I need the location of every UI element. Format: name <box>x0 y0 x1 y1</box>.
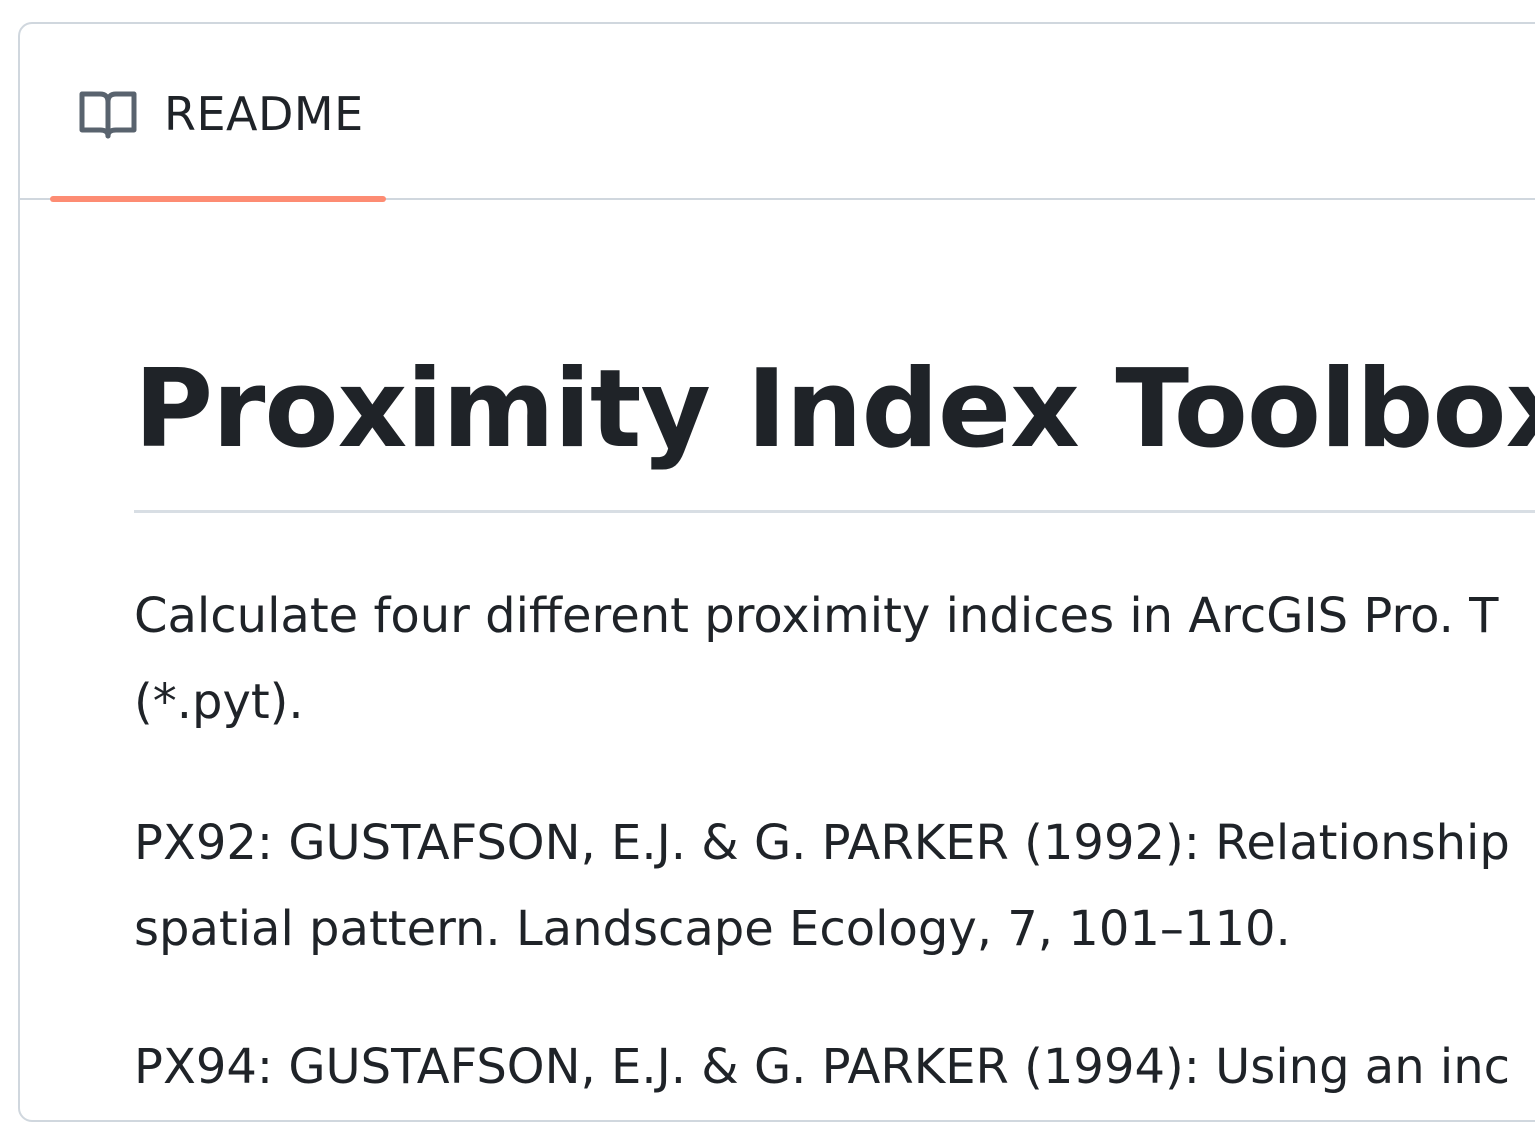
book-icon <box>79 91 137 139</box>
readme-title: Proximity Index Toolbox <box>134 347 1535 472</box>
active-tab-indicator <box>50 196 386 202</box>
tab-readme[interactable]: README <box>50 24 386 202</box>
description-line-1: Calculate four different proximity indic… <box>134 588 1499 644</box>
title-divider <box>134 510 1535 513</box>
readme-tab-bar: README <box>20 24 1535 202</box>
reference-px92: PX92: GUSTAFSON, E.J. & G. PARKER (1992)… <box>134 800 1510 972</box>
tab-readme-label: README <box>164 87 364 141</box>
reference-px94-line-1: PX94: GUSTAFSON, E.J. & G. PARKER (1994)… <box>134 1039 1511 1095</box>
description-line-2: (*.pyt). <box>134 674 304 730</box>
description-paragraph: Calculate four different proximity indic… <box>134 573 1498 745</box>
readme-panel: README Proximity Index Toolbox Calculate… <box>18 22 1535 1122</box>
reference-px94: PX94: GUSTAFSON, E.J. & G. PARKER (1994)… <box>134 1024 1510 1110</box>
reference-px92-line-1: PX92: GUSTAFSON, E.J. & G. PARKER (1992)… <box>134 815 1510 871</box>
reference-px92-line-2: spatial pattern. Landscape Ecology, 7, 1… <box>134 901 1291 957</box>
